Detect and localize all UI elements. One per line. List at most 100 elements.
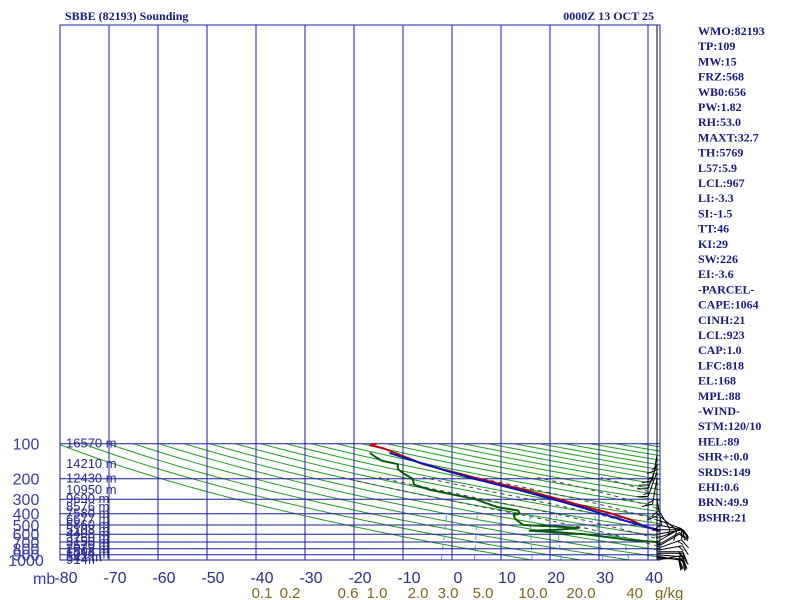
wind-barb-feather (678, 551, 684, 558)
wind-barb-feather (651, 511, 658, 517)
dry-adiabat-line (107, 443, 633, 560)
mixing-ratio-line (792, 514, 800, 560)
height-label: 7580 m (66, 506, 109, 521)
height-label: 3150 m (66, 534, 109, 549)
dry-adiabat-line (387, 443, 660, 496)
mixing-ratio-tick-label: 5.0 (473, 585, 494, 600)
stability-index-item: L57:5.9 (698, 161, 737, 175)
wind-barb (656, 524, 686, 541)
dry-adiabat-line (82, 443, 584, 560)
moist-adiabat-line (378, 477, 660, 540)
temperature-tick-label: 30 (596, 570, 614, 587)
wind-barb-feather (678, 552, 684, 559)
temperature-tick-label: -80 (54, 570, 77, 587)
temperature-tick-label: 10 (498, 570, 516, 587)
height-label: 10950 m (66, 482, 117, 497)
stability-index-item: TH:5769 (698, 146, 743, 160)
wind-barb (646, 490, 658, 521)
height-label: 8576 m (66, 499, 109, 514)
wind-barb-feather (667, 529, 671, 536)
pressure-tick-label: 300 (13, 492, 40, 509)
stability-index-item: CINH:21 (698, 313, 745, 327)
chart-title: SBBE (82193) Sounding (65, 9, 188, 23)
temperature-tick-label: -40 (250, 570, 273, 587)
stability-index-item: LI:-3.3 (698, 191, 734, 205)
mixing-ratio-tick-label: 0.1 (252, 585, 273, 600)
wind-barbs (637, 25, 689, 572)
wind-barb-feather (682, 553, 688, 564)
wind-barb-feather (641, 480, 653, 484)
mixing-ratio-line (555, 513, 562, 560)
dry-adiabat-line (743, 444, 800, 563)
stability-index-item: LCL:967 (698, 176, 745, 190)
dry-adiabat-line (793, 444, 800, 563)
dewpoint-trace (369, 452, 660, 546)
temperature-tick-label: -30 (299, 570, 322, 587)
height-label: 3760 m (66, 530, 109, 545)
stability-index-item: EI:-3.6 (698, 267, 734, 281)
wind-barb-feather (647, 476, 654, 481)
height-label: 2022 m (66, 541, 109, 556)
stability-index-item: BRN:49.9 (698, 495, 748, 509)
wind-barb (656, 555, 686, 572)
wind-barb (641, 478, 658, 507)
mixing-ratio-line (617, 513, 630, 560)
wind-barb (656, 539, 689, 550)
height-label: 2570 m (66, 538, 109, 553)
pressure-tick-label: 500 (13, 518, 40, 535)
stability-index-item: EHI:0.6 (698, 480, 739, 494)
wind-barb-feather (678, 556, 683, 563)
wind-barb-feather (651, 465, 658, 471)
mixing-ratio-tick-label: 10.0 (518, 585, 547, 600)
wind-barb-feather (682, 556, 687, 568)
wind-barb-feather (682, 529, 688, 536)
height-label: 1014 m (66, 547, 109, 562)
stability-index-item: LFC:818 (698, 358, 744, 372)
dry-adiabat-line (310, 443, 660, 513)
stability-index-item: WMO:82193 (698, 24, 765, 38)
pressure-tick-label: 800 (13, 542, 40, 559)
wind-barb-feather (643, 492, 650, 496)
temperature-tick-label: -70 (103, 570, 126, 587)
wind-barb-feather (682, 545, 689, 556)
wind-barb-staff (656, 524, 683, 530)
stability-index-item: MW:15 (698, 54, 737, 68)
wind-barb-feather (646, 515, 658, 521)
wind-barb-feather (681, 539, 689, 549)
wind-barb-staff (656, 533, 680, 548)
mixing-ratio-tick-label: 2.0 (408, 585, 429, 600)
pressure-tick-label: 200 (13, 472, 40, 489)
dry-adiabat-line (285, 443, 660, 519)
mixing-ratio-tick-label: 0.2 (280, 585, 301, 600)
stability-index-item: WB0:656 (698, 85, 746, 99)
stability-index-item: PW:1.82 (698, 100, 742, 114)
height-label: 12430 m (66, 471, 117, 486)
wind-barb-feather (682, 560, 686, 572)
plot-frame (59, 24, 661, 561)
temperature-tick-label: 20 (547, 570, 565, 587)
wind-barb-feather (673, 530, 678, 541)
wind-barb-staff (647, 471, 658, 497)
wind-barb-staff (656, 539, 682, 550)
wind-barb (657, 551, 688, 562)
mixing-ratio-tick-label: 1.0 (367, 585, 388, 600)
wind-barb-feather (682, 559, 687, 571)
dry-adiabat-line (133, 443, 660, 558)
stability-index-item: SRDS:149 (698, 465, 751, 479)
height-label: 1508 m (66, 544, 109, 559)
wind-barb-feather (682, 551, 688, 562)
stability-index-item: STM:120/10 (698, 419, 761, 433)
stability-index-item: SI:-1.5 (698, 206, 732, 220)
stability-index-item: FRZ:568 (698, 70, 744, 84)
stability-index-item: RH:53.0 (698, 115, 741, 129)
wind-barb-feather (647, 499, 654, 504)
wind-barb (656, 554, 687, 568)
height-label: 16570 m (66, 436, 117, 451)
mixing-ratio-line (440, 513, 448, 560)
stability-index-item: CAP:1.0 (698, 343, 742, 357)
chart-date: 0000Z 13 OCT 25 (563, 9, 654, 23)
height-label: 5108 m (66, 522, 109, 537)
wind-barb-staff (656, 554, 683, 558)
